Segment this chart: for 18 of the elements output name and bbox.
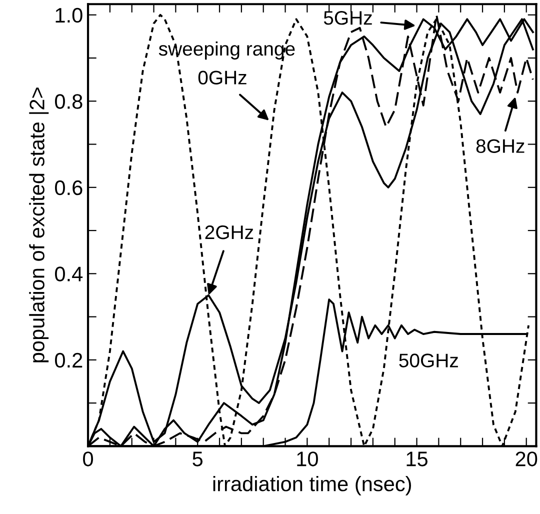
annotation: sweeping range (158, 41, 295, 60)
y-tick-label: 0.8 (55, 94, 82, 109)
y-tick-label: 1.0 (56, 8, 82, 23)
y-tick-label: 0.4 (55, 266, 83, 282)
x-tick-label: 15 (406, 452, 428, 466)
x-tick-label: 20 (516, 452, 538, 466)
y-tick-label: 0.2 (55, 352, 82, 368)
annotation: 8GHz (476, 139, 524, 153)
x-tick-label: 5 (192, 452, 203, 466)
y-tick-label: 0.6 (55, 180, 82, 196)
annotation: 5GHz (324, 11, 372, 25)
x-tick-label: 0 (83, 452, 93, 466)
x-axis-title: irradiation time (nsec) (213, 476, 411, 496)
annotation: 2GHz (205, 225, 254, 240)
x-tick-label: 10 (297, 452, 318, 466)
y-axis-title: population of excited state |2> (29, 88, 49, 362)
annotation: 50GHz (399, 354, 458, 368)
annotation: 0GHz (198, 70, 246, 84)
